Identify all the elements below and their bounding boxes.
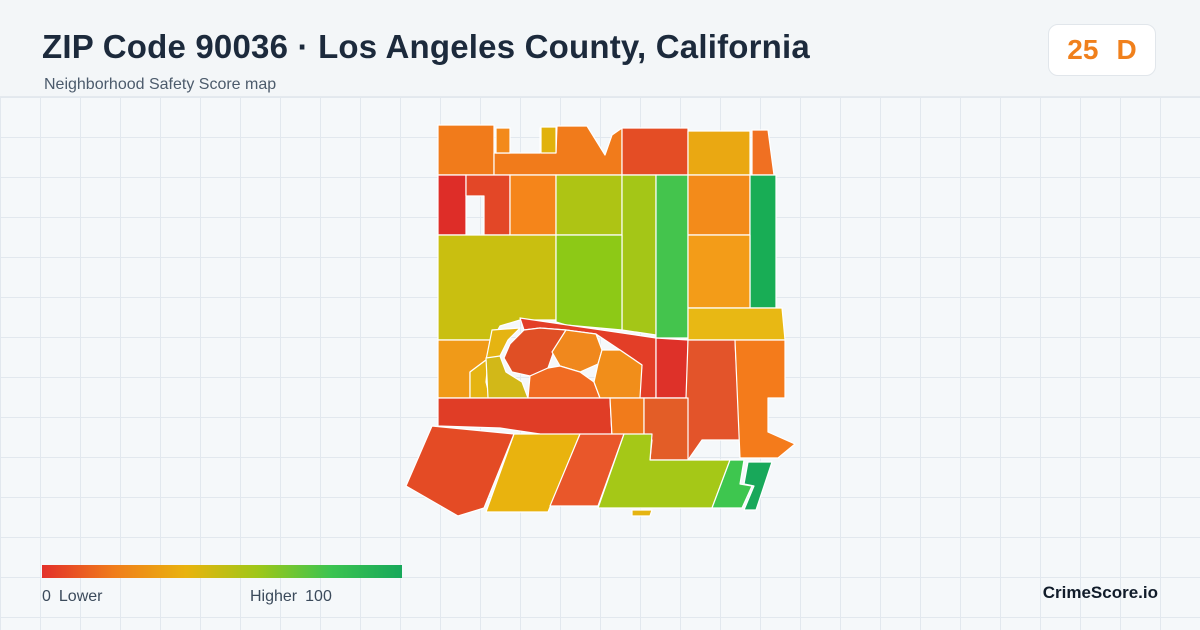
map-tract[interactable]: [655, 174, 689, 339]
map-tract[interactable]: [609, 397, 645, 437]
map-tract[interactable]: [555, 234, 623, 331]
safety-score-value: 25: [1067, 34, 1099, 65]
legend-min-label: Lower: [58, 588, 103, 605]
map-tract[interactable]: [743, 461, 773, 511]
map-tract[interactable]: [555, 174, 623, 236]
map-tract[interactable]: [621, 127, 689, 176]
map-tract[interactable]: [437, 174, 467, 236]
legend-high-label: Higher 100: [250, 588, 332, 606]
header-divider: [0, 96, 1200, 97]
map-tract[interactable]: [687, 307, 786, 341]
map-tract[interactable]: [485, 433, 581, 513]
map-tract[interactable]: [495, 127, 511, 154]
map-tract[interactable]: [687, 130, 751, 176]
map-tract[interactable]: [493, 125, 623, 176]
map-tract[interactable]: [540, 126, 557, 154]
map-tract[interactable]: [687, 174, 751, 236]
map-tract[interactable]: [685, 339, 741, 461]
safety-score-badge: 25 D: [1048, 24, 1156, 76]
safety-score-grade: D: [1116, 34, 1137, 65]
map-tract[interactable]: [749, 174, 777, 309]
map-tract[interactable]: [437, 124, 495, 176]
map-tract[interactable]: [751, 129, 775, 176]
legend-min-value: 0: [42, 588, 51, 605]
page-title: ZIP Code 90036 · Los Angeles County, Cal…: [42, 28, 810, 65]
legend-gradient-bar: [42, 565, 402, 578]
map-tract[interactable]: [405, 425, 515, 517]
map-tract[interactable]: [655, 337, 689, 399]
map-tract[interactable]: [509, 174, 557, 236]
legend-low-label: 0 Lower: [42, 588, 102, 606]
brand-wordmark[interactable]: CrimeScore.io: [1042, 583, 1158, 602]
legend-max-value: 100: [305, 588, 332, 605]
map-tract[interactable]: [621, 174, 657, 336]
map-tract[interactable]: [549, 433, 625, 507]
page-subtitle: Neighborhood Safety Score map: [44, 76, 277, 93]
map-tract[interactable]: [469, 327, 521, 399]
map-tract[interactable]: [551, 329, 603, 373]
map-tract[interactable]: [465, 174, 511, 236]
legend-max-label: Higher: [250, 588, 298, 605]
map-tract[interactable]: [631, 509, 653, 517]
map-tract[interactable]: [687, 234, 751, 309]
map-tract[interactable]: [734, 339, 796, 459]
